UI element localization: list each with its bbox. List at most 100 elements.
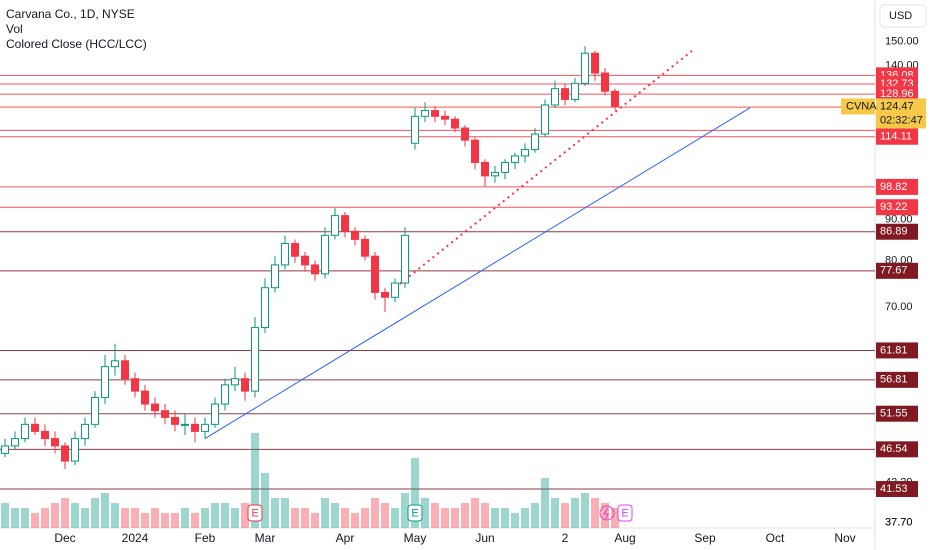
- volume-bar: [321, 498, 329, 528]
- volume-bar: [81, 508, 89, 528]
- candle-body: [461, 127, 469, 141]
- volume-bar: [1, 503, 9, 528]
- candle-body: [301, 255, 309, 266]
- candle-body: [41, 430, 49, 440]
- dividend-marker[interactable]: [599, 505, 615, 521]
- candle-body: [251, 327, 259, 392]
- candle-body: [321, 234, 329, 275]
- currency[interactable]: USD: [889, 10, 912, 22]
- candle-body: [611, 90, 619, 107]
- candle-body: [481, 161, 489, 177]
- volume-bar: [581, 493, 589, 528]
- volume-bar: [571, 498, 579, 528]
- candle-body: [91, 397, 99, 425]
- level-label-box: [876, 223, 918, 240]
- earnings-marker[interactable]: [617, 504, 633, 522]
- level-label: 61.81: [880, 344, 908, 356]
- volume-bar: [91, 498, 99, 528]
- volume-bar: [511, 513, 519, 528]
- volume-bar: [201, 508, 209, 528]
- candle-body: [291, 243, 299, 257]
- y-tick-label: 37.70: [885, 517, 913, 529]
- candle-body: [131, 378, 139, 392]
- volume-bar: [191, 513, 199, 528]
- volume-bar: [131, 508, 139, 528]
- volume-bar: [151, 508, 159, 528]
- candle-body: [541, 104, 549, 135]
- candle-body: [581, 52, 589, 84]
- volume-bar: [111, 503, 119, 528]
- candle-body: [141, 390, 149, 405]
- symbol-label: CVNA: [846, 100, 877, 112]
- candle-body: [121, 360, 129, 380]
- volume-bar: [331, 503, 339, 528]
- volume-bar: [171, 513, 179, 528]
- x-tick-label: 2024: [122, 531, 149, 545]
- chart-title: Carvana Co., 1D, NYSE: [6, 7, 135, 21]
- volume-bar: [181, 508, 189, 528]
- candle-body: [81, 423, 89, 440]
- volume-bar: [311, 513, 319, 528]
- earnings-label: E: [621, 507, 628, 519]
- volume-bar: [291, 508, 299, 528]
- candle-body: [361, 238, 369, 257]
- earnings-marker[interactable]: [407, 504, 423, 522]
- level-label: 46.54: [880, 443, 908, 455]
- x-tick-label: Dec: [54, 531, 75, 545]
- x-tick-label: Oct: [766, 531, 785, 545]
- y-tick-label: 70.00: [885, 301, 913, 313]
- level-label-box: [876, 128, 918, 145]
- candle-body: [261, 287, 269, 329]
- x-tick-label: Aug: [614, 531, 635, 545]
- volume-bar: [261, 473, 269, 528]
- candle-body: [601, 72, 609, 92]
- level-label: 86.89: [880, 226, 908, 238]
- earnings-label: E: [251, 507, 258, 519]
- level-label: 93.22: [880, 201, 908, 213]
- candle-body: [571, 82, 579, 100]
- volume-bar: [161, 513, 169, 528]
- volume-bar: [421, 498, 429, 528]
- volume-bar: [471, 498, 479, 528]
- x-tick-label: 2: [562, 531, 569, 545]
- volume-bar: [21, 508, 29, 528]
- x-tick-label: May: [404, 531, 427, 545]
- last-price-label: 124.47: [880, 100, 914, 112]
- currency-box[interactable]: [879, 4, 927, 28]
- volume-bar: [51, 503, 59, 528]
- candle-body: [381, 291, 389, 298]
- volume-bar: [481, 503, 489, 528]
- volume-bar: [31, 513, 39, 528]
- candle-body: [331, 215, 339, 236]
- candle-body: [421, 110, 429, 117]
- volume-bar: [451, 508, 459, 528]
- volume-bar: [61, 498, 69, 528]
- candle-body: [101, 366, 109, 399]
- earnings-marker[interactable]: [247, 504, 263, 522]
- candle-body: [1, 445, 9, 454]
- candle-body: [491, 171, 499, 177]
- volume-bar: [241, 503, 249, 528]
- volume-bar: [141, 513, 149, 528]
- countdown-label: 02:32:47: [880, 114, 923, 126]
- candle-body: [441, 115, 449, 120]
- candle-body: [271, 264, 279, 289]
- candle-body: [241, 378, 249, 392]
- x-tick-label: Jun: [475, 531, 494, 545]
- candle-body: [161, 410, 169, 418]
- candle-body: [31, 423, 39, 432]
- volume-bar: [281, 498, 289, 528]
- volume-bar: [391, 508, 399, 528]
- candle-body: [61, 445, 69, 462]
- level-label-box: [876, 405, 918, 422]
- candle-body: [11, 438, 19, 447]
- candle-body: [401, 234, 409, 284]
- candle-body: [311, 264, 319, 275]
- candle-body: [511, 155, 519, 163]
- candle-body: [111, 360, 119, 368]
- candle-body: [531, 133, 539, 151]
- candle-body: [201, 423, 209, 432]
- volume-bar: [431, 503, 439, 528]
- level-label: 77.67: [880, 265, 908, 277]
